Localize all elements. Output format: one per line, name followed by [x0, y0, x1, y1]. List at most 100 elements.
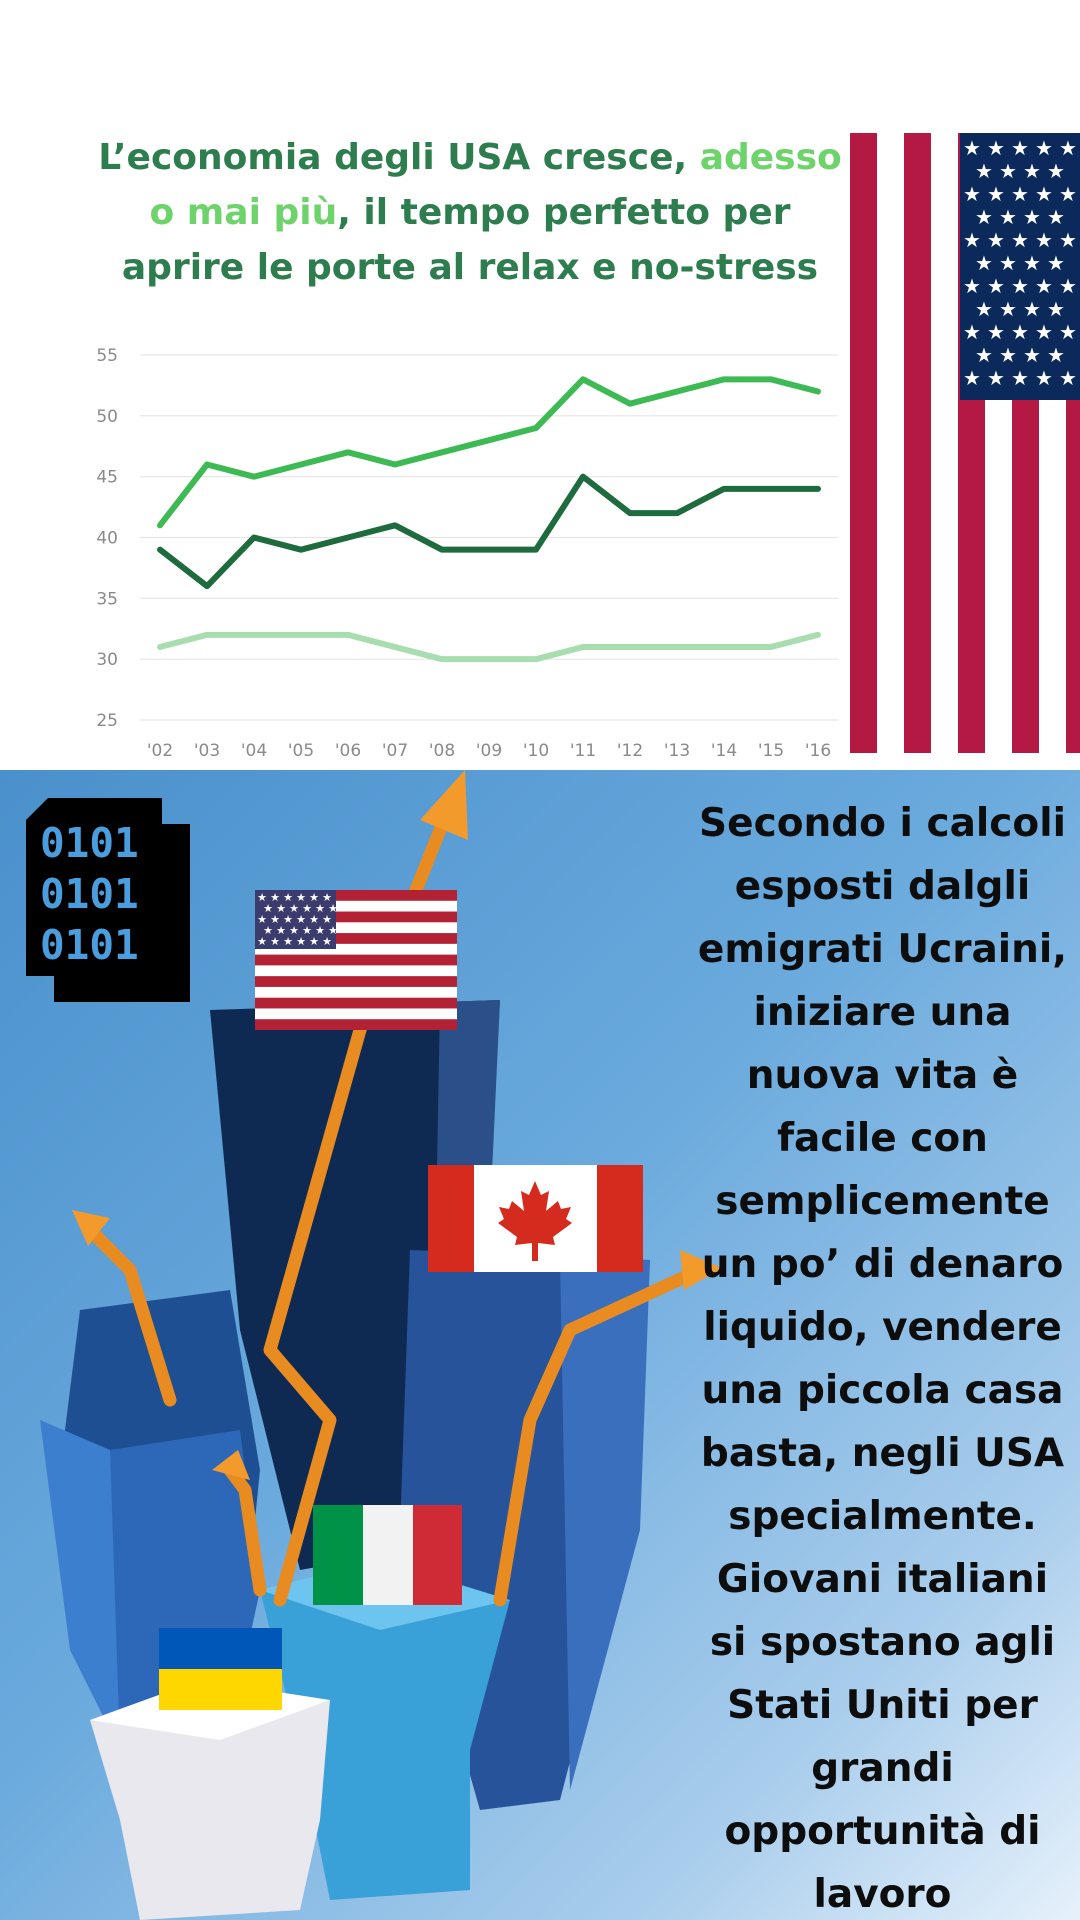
- star-icon: ★: [975, 297, 993, 321]
- star-icon: ★: [283, 891, 293, 904]
- flag-stripe: [904, 133, 931, 753]
- x-tick-label: '16: [805, 741, 831, 761]
- usa-stripe: [255, 890, 457, 902]
- x-tick-label: '13: [664, 741, 690, 761]
- star-icon: ★: [315, 902, 325, 915]
- star-icon: ★: [987, 228, 1005, 252]
- star-icon: ★: [999, 159, 1017, 183]
- star-icon: ★: [328, 902, 338, 915]
- star-icon: ★: [1047, 159, 1065, 183]
- star-icon: ★: [975, 251, 993, 275]
- star-icon: ★: [963, 366, 981, 390]
- star-icon: ★: [322, 891, 332, 904]
- star-icon: ★: [283, 913, 293, 926]
- star-icon: ★: [322, 935, 332, 948]
- headline-highlight: adesso o mai più: [149, 137, 842, 233]
- star-icon: ★: [999, 205, 1017, 229]
- usa-canton: [255, 890, 336, 949]
- usa-stripe: [255, 976, 457, 988]
- star-icon: ★: [276, 924, 286, 937]
- star-icon: ★: [975, 205, 993, 229]
- star-icon: ★: [999, 297, 1017, 321]
- column-white: [90, 1700, 330, 1920]
- y-tick-label: 30: [96, 650, 118, 670]
- usa-stripe: [255, 943, 457, 956]
- binary-code-text: 0101 0101 0101: [40, 819, 139, 969]
- usa-flag-vertical: ★ ★ ★ ★ ★★ ★ ★ ★★ ★ ★ ★ ★★ ★ ★ ★★ ★ ★ ★ ★★ ★ ★ ★★ ★ ★ ★ ★★ ★ ★ ★★ ★ ★ ★…: [850, 133, 1080, 753]
- star-icon: ★: [257, 891, 267, 904]
- maple-leaf-icon: [498, 1181, 572, 1261]
- usa-stripe: [255, 997, 457, 1009]
- star-icon: ★: [1011, 228, 1029, 252]
- arrowhead-left: [72, 1210, 110, 1246]
- star-icon: ★: [289, 924, 299, 937]
- usa-stripe: [255, 954, 457, 966]
- headline-part-2: , il tempo perfetto per aprire le porte …: [121, 192, 819, 288]
- star-icon: ★: [257, 913, 267, 926]
- top-section: L’economia degli USA cresce, adesso o ma…: [0, 0, 1080, 770]
- usa-stripe: [255, 986, 457, 999]
- star-icon: ★: [987, 320, 1005, 344]
- star-icon: ★: [322, 913, 332, 926]
- star-icon: ★: [1011, 366, 1029, 390]
- star-icon: ★: [999, 343, 1017, 367]
- star-icon: ★: [1023, 343, 1041, 367]
- y-tick-label: 55: [96, 346, 118, 366]
- star-icon: ★: [1047, 297, 1065, 321]
- star-icon: ★: [283, 935, 293, 948]
- star-icon: ★: [975, 159, 993, 183]
- star-icon: ★: [328, 924, 338, 937]
- usa-stripe: [255, 965, 457, 977]
- star-icon: ★: [963, 274, 981, 298]
- y-tick-label: 35: [96, 589, 118, 609]
- star-icon: ★: [309, 913, 319, 926]
- star-icon: ★: [1035, 320, 1053, 344]
- star-icon: ★: [1047, 343, 1065, 367]
- arrow-right: [493, 1263, 707, 1607]
- y-tick-label: 45: [96, 468, 118, 488]
- star-icon: ★: [1011, 182, 1029, 206]
- star-icon: ★: [315, 924, 325, 937]
- star-icon: ★: [270, 891, 280, 904]
- star-icon: ★: [1059, 274, 1077, 298]
- x-tick-label: '12: [617, 741, 643, 761]
- arrowhead-right: [680, 1250, 722, 1290]
- flag-canton: [960, 133, 1080, 400]
- usa-stripe: [255, 922, 457, 934]
- arrow-small: [223, 1463, 267, 1597]
- x-tick-label: '03: [194, 741, 220, 761]
- star-icon: ★: [296, 913, 306, 926]
- star-icon: ★: [1011, 274, 1029, 298]
- star-icon: ★: [263, 924, 273, 937]
- body-text: Secondo i calcoli esposti dalgli emigrat…: [697, 801, 1068, 1917]
- x-tick-label: '14: [711, 741, 737, 761]
- usa-stripe: [255, 1008, 457, 1020]
- series-line-3: [157, 631, 821, 663]
- ukraine-flag-icon: [159, 1628, 282, 1710]
- star-icon: ★: [1035, 228, 1053, 252]
- star-icon: ★: [296, 891, 306, 904]
- star-icon: ★: [1059, 366, 1077, 390]
- column-lightblue: [260, 1590, 510, 1900]
- y-tick-label: 40: [96, 529, 118, 549]
- series-line-1: [157, 376, 821, 529]
- star-icon: ★: [1035, 366, 1053, 390]
- binary-code-icon: 0101 0101 0101: [26, 798, 190, 1002]
- star-icon: ★: [975, 343, 993, 367]
- x-tick-label: '07: [382, 741, 408, 761]
- x-tick-label: '11: [570, 741, 596, 761]
- star-icon: ★: [296, 935, 306, 948]
- x-tick-label: '09: [476, 741, 502, 761]
- star-icon: ★: [1035, 136, 1053, 160]
- star-icon: ★: [289, 902, 299, 915]
- star-icon: ★: [1059, 228, 1077, 252]
- star-icon: ★: [987, 274, 1005, 298]
- star-icon: ★: [963, 228, 981, 252]
- usa-stripe: [255, 911, 457, 923]
- star-icon: ★: [1011, 136, 1029, 160]
- star-icon: ★: [987, 366, 1005, 390]
- star-icon: ★: [963, 136, 981, 160]
- usa-stripe: [255, 1019, 457, 1030]
- flag-stripe: [850, 133, 877, 753]
- star-icon: ★: [1023, 205, 1041, 229]
